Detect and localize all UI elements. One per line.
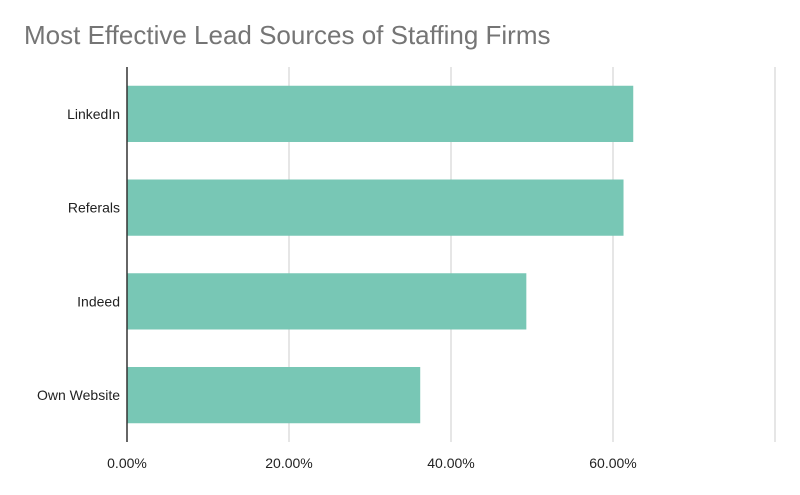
x-tick-label: 40.00% (427, 455, 474, 471)
chart-title: Most Effective Lead Sources of Staffing … (24, 20, 551, 50)
category-label: Referals (68, 200, 120, 216)
category-label: Indeed (77, 293, 120, 309)
labels: LinkedIn Referals Indeed Own Website 0.00% 20… (37, 106, 637, 471)
category-label: Own Website (37, 387, 120, 403)
bar-own-website (127, 367, 421, 424)
bars (127, 85, 634, 424)
bar-indeed (127, 273, 527, 330)
x-tick-label: 60.00% (589, 455, 636, 471)
category-label: LinkedIn (67, 106, 120, 122)
bar-linkedin (127, 85, 634, 142)
x-tick-label: 0.00% (107, 455, 147, 471)
bar-referals (127, 179, 624, 236)
x-tick-label: 20.00% (265, 455, 312, 471)
